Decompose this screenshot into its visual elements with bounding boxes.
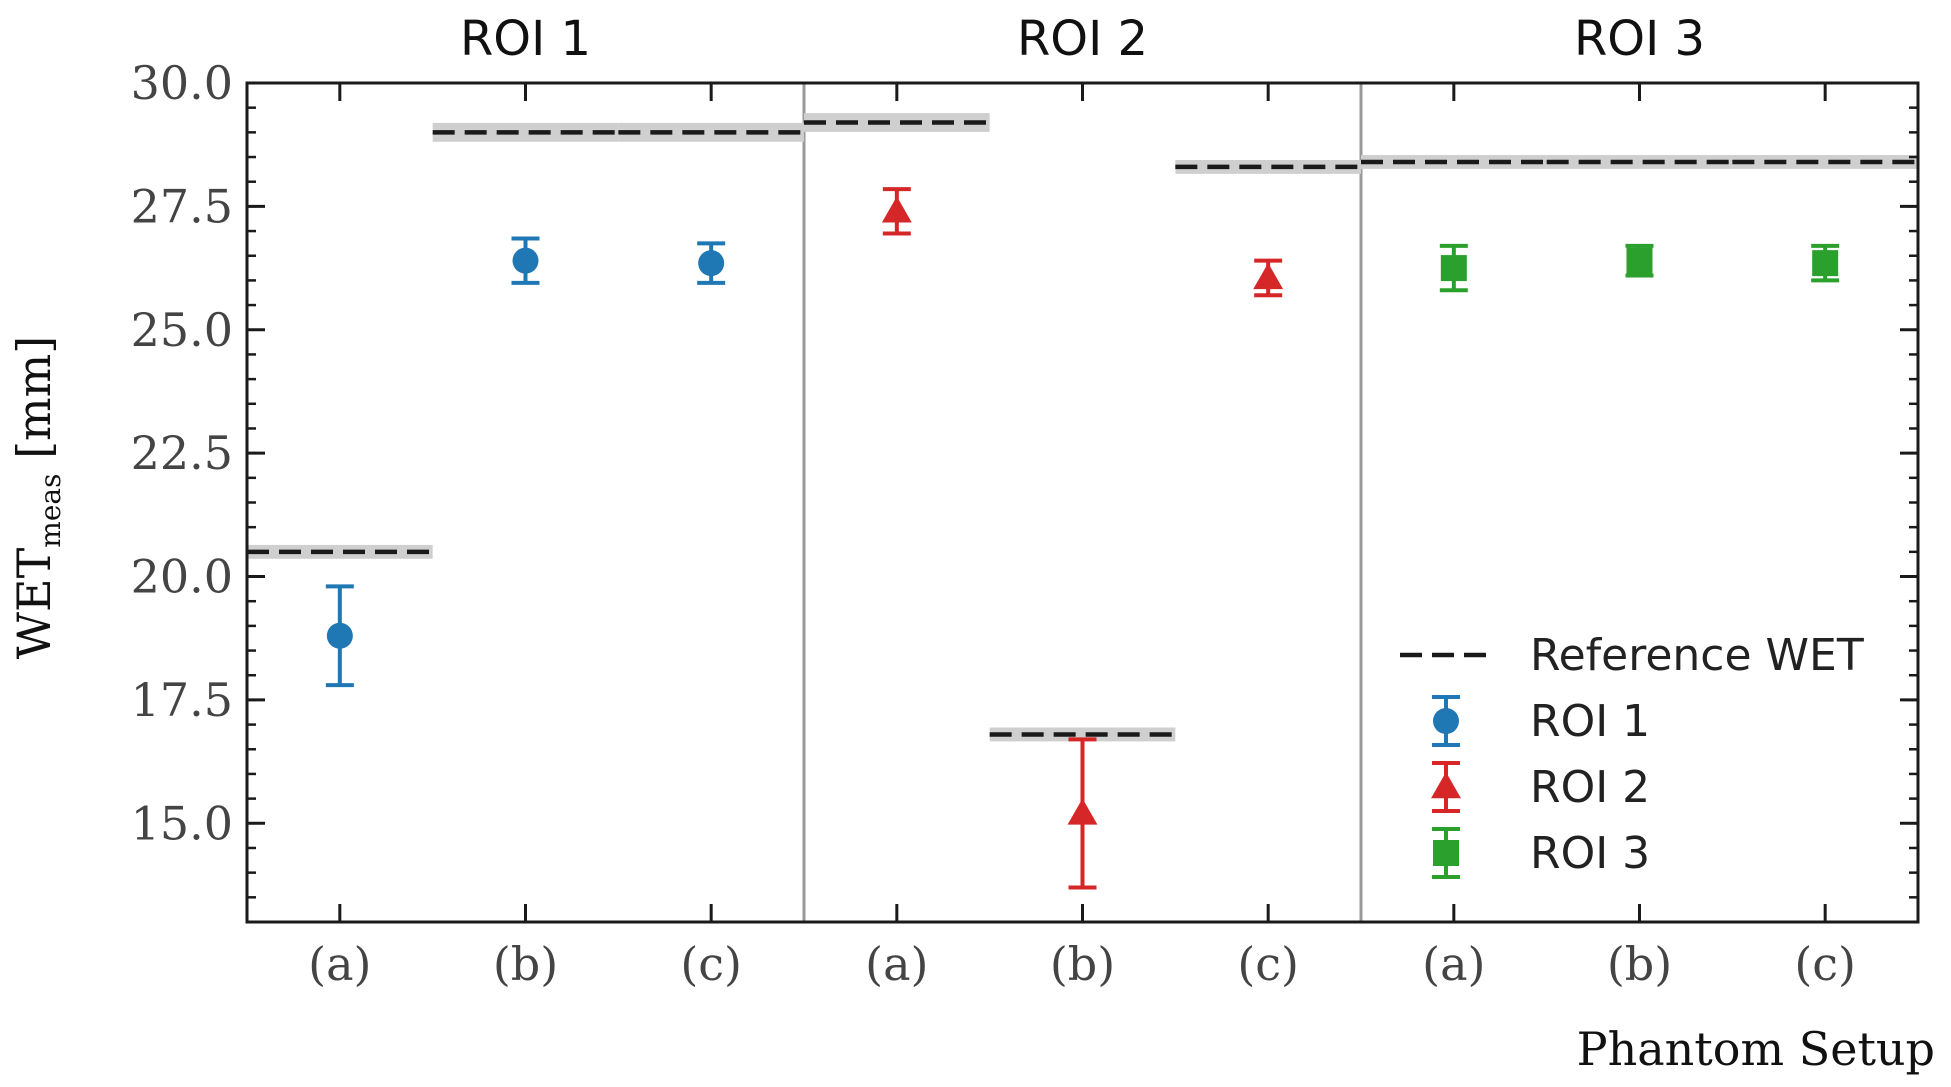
x-tick-label: (c) <box>680 937 742 991</box>
legend-label: ROI 1 <box>1530 696 1650 747</box>
x-tick-label: (c) <box>1237 937 1299 991</box>
data-point <box>1812 250 1839 277</box>
x-axis-label: Phantom Setup <box>1577 1022 1935 1076</box>
x-tick-label: (b) <box>1607 937 1672 991</box>
x-tick-label: (a) <box>1422 937 1485 991</box>
reference-band <box>804 113 990 132</box>
reference-lines <box>247 113 1918 742</box>
reference-band <box>1175 159 1361 174</box>
data-point <box>698 250 725 277</box>
data-point <box>1440 255 1467 282</box>
reference-band <box>247 544 433 559</box>
axes: 30.0 27.5 25.0 22.5 20.0 17.5 15.0 (a) (b) (c) (a)… <box>7 11 1935 1076</box>
legend: Reference WET ROI 1 ROI 2 ROI 3 <box>1400 630 1864 879</box>
data-point <box>326 622 353 649</box>
plot-area <box>802 83 1363 922</box>
y-tick-label: 30.0 <box>131 56 233 110</box>
reference-band <box>432 122 619 142</box>
x-tick-label: (b) <box>493 937 558 991</box>
data-points <box>325 187 1840 890</box>
reference-band <box>1732 155 1918 169</box>
x-tick-label: (a) <box>308 937 371 991</box>
data-point <box>1067 798 1098 825</box>
reference-band <box>618 122 804 142</box>
y-tick-label: 25.0 <box>131 303 233 357</box>
data-point <box>512 247 539 274</box>
data-point <box>1253 262 1284 290</box>
legend-label: ROI 2 <box>1530 762 1650 813</box>
legend-marker <box>1433 840 1459 866</box>
y-tick-label: 27.5 <box>131 179 233 233</box>
x-tick-label: (a) <box>865 937 928 991</box>
y-tick-label: 20.0 <box>131 550 233 604</box>
y-tick-label: 17.5 <box>131 673 233 727</box>
data-point <box>1626 247 1653 274</box>
reference-band <box>1361 155 1547 169</box>
group-title: ROI 1 <box>460 11 591 67</box>
group-title: ROI 3 <box>1574 11 1705 67</box>
x-tick-label: (b) <box>1050 937 1115 991</box>
legend-marker <box>1431 772 1461 799</box>
legend-label: ROI 3 <box>1530 828 1650 879</box>
legend-label-reference: Reference WET <box>1530 630 1864 681</box>
legend-marker <box>1433 708 1459 734</box>
group-title: ROI 2 <box>1017 11 1148 67</box>
y-tick-label: 22.5 <box>131 426 233 480</box>
y-axis-label: WETmeas [mm] <box>7 336 67 660</box>
data-point <box>881 196 912 223</box>
x-tick-label: (c) <box>1794 937 1856 991</box>
y-tick-label: 15.0 <box>131 796 233 850</box>
reference-band <box>989 727 1176 742</box>
reference-band <box>1546 155 1733 169</box>
